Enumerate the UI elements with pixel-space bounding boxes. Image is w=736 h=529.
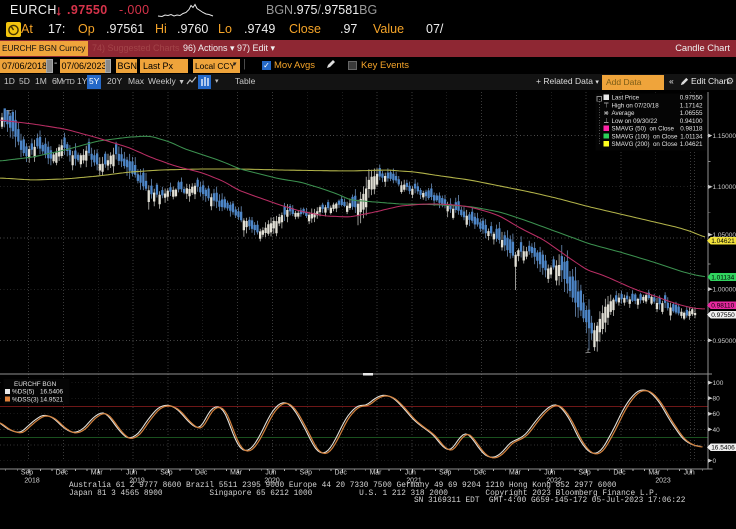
svg-text:High on 07/20/18: High on 07/20/18 xyxy=(612,102,660,109)
svg-text:1.01134: 1.01134 xyxy=(711,274,734,281)
svg-text:2022: 2022 xyxy=(546,478,561,485)
svg-text:Dec: Dec xyxy=(335,470,348,477)
svg-text:1.10000: 1.10000 xyxy=(713,184,736,191)
svg-text:0.94100: 0.94100 xyxy=(680,118,703,125)
svg-text:Dec: Dec xyxy=(195,470,208,477)
svg-text:Mar: Mar xyxy=(230,470,243,477)
svg-text:Dec: Dec xyxy=(474,470,487,477)
svg-text:Dec: Dec xyxy=(56,470,69,477)
svg-text:16.5406: 16.5406 xyxy=(711,445,735,452)
svg-text:SMAVG (50) on Close: SMAVG (50) on Close xyxy=(612,126,675,133)
svg-text:Sep: Sep xyxy=(578,470,590,477)
svg-text:Mar: Mar xyxy=(91,470,104,477)
svg-text:1.01134: 1.01134 xyxy=(680,133,703,140)
svg-text:1.00000: 1.00000 xyxy=(713,287,736,294)
svg-text:2021: 2021 xyxy=(406,478,421,485)
svg-text:Dec: Dec xyxy=(613,470,626,477)
svg-text:60: 60 xyxy=(713,411,721,418)
svg-text:1.17142: 1.17142 xyxy=(680,102,703,109)
svg-text:EURCHF BGN: EURCHF BGN xyxy=(14,381,57,388)
svg-text:0.98118: 0.98118 xyxy=(680,126,703,133)
svg-text:Jun: Jun xyxy=(265,470,276,477)
svg-text:Sep: Sep xyxy=(160,470,172,477)
svg-text:0: 0 xyxy=(713,458,717,465)
svg-text:Sep: Sep xyxy=(439,470,451,477)
svg-text:1.06555: 1.06555 xyxy=(680,110,703,117)
svg-text:1.05000: 1.05000 xyxy=(713,232,736,239)
svg-text:0.97550: 0.97550 xyxy=(711,312,735,319)
svg-text:Sep: Sep xyxy=(21,470,33,477)
svg-text:80: 80 xyxy=(713,396,721,403)
svg-text:2020: 2020 xyxy=(264,478,279,485)
svg-text:2023: 2023 xyxy=(655,478,670,485)
svg-text:%DS(5): %DS(5) xyxy=(12,389,34,396)
svg-text:16.5406: 16.5406 xyxy=(40,389,64,396)
svg-text:Last Price: Last Price xyxy=(612,95,640,102)
svg-text:1.04621: 1.04621 xyxy=(711,238,735,245)
svg-text:SMAVG (100) on Close: SMAVG (100) on Close xyxy=(612,133,678,140)
svg-text:0.98110: 0.98110 xyxy=(711,303,734,310)
svg-text:Average: Average xyxy=(612,110,635,117)
svg-text:Jun: Jun xyxy=(544,470,555,477)
svg-text:SMAVG (200) on Close: SMAVG (200) on Close xyxy=(612,141,678,148)
svg-text:0.97550: 0.97550 xyxy=(680,95,703,102)
svg-text:Jun: Jun xyxy=(405,470,416,477)
svg-text:Low on 09/30/22: Low on 09/30/22 xyxy=(612,118,658,125)
svg-text:Sep: Sep xyxy=(300,470,312,477)
svg-text:2018: 2018 xyxy=(24,478,39,485)
svg-text:2019: 2019 xyxy=(129,478,144,485)
svg-text:Mar: Mar xyxy=(648,470,661,477)
svg-text:Jun: Jun xyxy=(684,470,695,477)
svg-text:%DSS(3): %DSS(3) xyxy=(12,396,39,403)
svg-text:1.04621: 1.04621 xyxy=(680,141,703,148)
svg-text:0.95000: 0.95000 xyxy=(713,338,736,345)
svg-text:Jun: Jun xyxy=(126,470,137,477)
svg-text:14.9521: 14.9521 xyxy=(40,396,64,403)
svg-text:100: 100 xyxy=(713,380,724,387)
svg-text:40: 40 xyxy=(713,427,721,434)
svg-text:Mar: Mar xyxy=(370,470,383,477)
svg-text:Mar: Mar xyxy=(509,470,522,477)
svg-text:1.15000: 1.15000 xyxy=(713,133,736,140)
